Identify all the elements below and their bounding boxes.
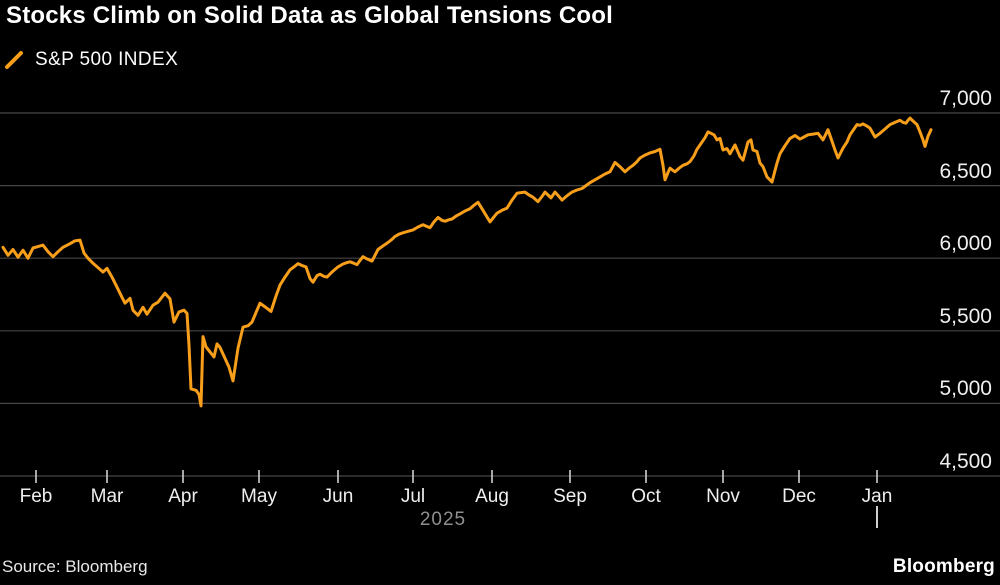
- x-axis-label-sep: Sep: [553, 486, 587, 507]
- legend: S&P 500 INDEX: [4, 49, 178, 71]
- source-credit: Source: Bloomberg: [2, 557, 148, 576]
- y-axis-label-6000: 6,000: [939, 232, 992, 256]
- x-axis-year-label: 2025: [419, 509, 467, 530]
- x-axis-label-dec: Dec: [782, 486, 816, 507]
- bloomberg-logo: Bloomberg: [892, 556, 995, 577]
- x-axis-label-may: May: [241, 486, 277, 507]
- legend-slash-icon: [5, 51, 23, 69]
- x-axis-label-nov: Nov: [706, 486, 740, 507]
- x-axis-label-oct: Oct: [631, 486, 661, 507]
- x-axis-label-jul: Jul: [400, 486, 426, 507]
- chart-title: Stocks Climb on Solid Data as Global Ten…: [6, 2, 613, 29]
- y-axis-label-4500: 4,500: [939, 450, 992, 473]
- y-axis-label-7000: 7,000: [939, 87, 992, 110]
- y-axis-label-5000: 5,000: [939, 377, 992, 401]
- sp500-line: [1, 116, 933, 408]
- x-axis-label-apr: Apr: [168, 486, 198, 507]
- x-axis-label-aug: Aug: [475, 486, 509, 507]
- x-axis-label-jan: Jan: [861, 486, 893, 507]
- y-axis-label-5500: 5,500: [939, 304, 992, 328]
- legend-label: S&P 500 INDEX: [35, 49, 179, 70]
- y-axis-label-6500: 6,500: [939, 159, 992, 183]
- x-axis-label-feb: Feb: [19, 486, 53, 507]
- x-axis-label-mar: Mar: [90, 486, 124, 507]
- x-axis-label-jun: Jun: [322, 486, 354, 507]
